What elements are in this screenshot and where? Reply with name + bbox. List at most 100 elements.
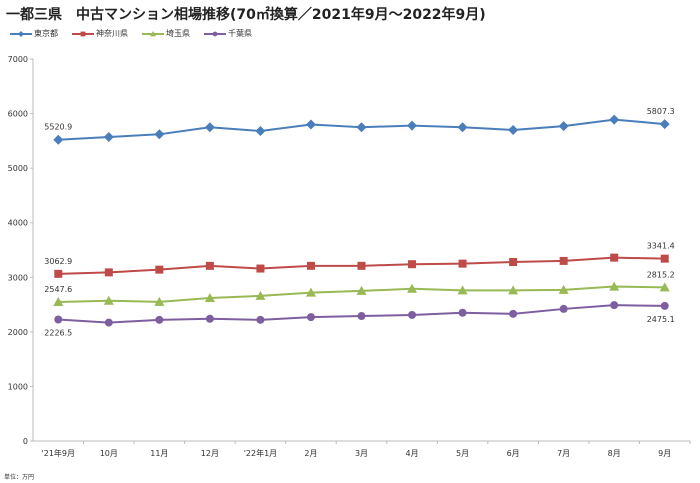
data-point <box>205 261 214 270</box>
data-point <box>255 126 266 137</box>
data-point <box>104 268 113 277</box>
data-point <box>305 119 316 130</box>
data-point <box>660 301 669 310</box>
data-point <box>559 304 568 313</box>
legend-item: 千葉県 <box>204 28 252 39</box>
data-point <box>54 315 63 324</box>
data-point <box>155 265 164 274</box>
y-tick-label: 1000 <box>8 382 28 391</box>
x-tick-label: 2月 <box>304 449 317 458</box>
legend-item: 東京都 <box>10 28 58 39</box>
data-point <box>508 285 519 295</box>
x-tick-label: 9月 <box>658 449 671 458</box>
legend-swatch <box>142 30 164 36</box>
data-point <box>356 122 367 133</box>
data-point <box>458 259 467 268</box>
data-label-first: 2226.5 <box>44 328 72 337</box>
data-point <box>509 309 518 318</box>
legend-swatch <box>204 31 226 36</box>
legend-swatch <box>10 30 32 37</box>
x-tick-label: 10月 <box>100 449 118 458</box>
data-point <box>155 315 164 324</box>
legend-label: 千葉県 <box>228 29 252 38</box>
x-tick-label: '21年9月 <box>42 448 75 458</box>
x-tick-label: 8月 <box>608 449 621 458</box>
data-point <box>357 312 366 321</box>
y-tick-label: 2000 <box>8 328 28 337</box>
data-point <box>357 261 366 270</box>
data-point <box>306 261 315 270</box>
chart-title: 一都三県 中古マンション相場推移(70㎡換算／2021年9月～2022年9月) <box>6 7 486 23</box>
data-point <box>103 132 114 143</box>
data-point <box>205 314 214 323</box>
x-tick-label: 3月 <box>355 449 368 458</box>
x-tick-label: 12月 <box>201 449 219 458</box>
data-point <box>54 269 63 278</box>
data-label-last: 3341.4 <box>647 242 675 251</box>
x-tick-label: '22年1月 <box>244 448 277 458</box>
data-point <box>457 285 468 295</box>
data-label-last: 2815.2 <box>647 270 675 279</box>
y-tick-label: 3000 <box>8 273 28 282</box>
data-point <box>305 287 316 297</box>
data-point <box>558 284 569 294</box>
data-point <box>509 258 518 267</box>
x-tick-label: 6月 <box>507 449 520 458</box>
legend: 東京都 神奈川県 埼玉県 千葉県 <box>10 28 252 39</box>
data-point <box>306 313 315 322</box>
data-point <box>457 122 468 133</box>
data-point <box>610 301 619 310</box>
data-point <box>609 114 620 125</box>
legend-label: 神奈川県 <box>96 29 128 38</box>
legend-marker <box>150 30 156 36</box>
data-point <box>659 282 670 292</box>
data-point <box>53 134 64 145</box>
data-point <box>204 122 215 133</box>
y-tick-label: 6000 <box>8 110 28 119</box>
data-point <box>660 254 669 263</box>
series-3: 2226.5 2475.1 <box>44 301 675 337</box>
x-tick-label: 7月 <box>557 449 570 458</box>
legend-marker <box>18 30 24 37</box>
data-point <box>558 121 569 132</box>
x-tick-label: 4月 <box>405 449 418 458</box>
series-1: 3062.9 3341.4 <box>44 242 675 278</box>
data-point <box>255 290 266 300</box>
y-tick-label: 5000 <box>8 164 28 173</box>
data-point <box>610 253 619 262</box>
data-point <box>356 285 367 295</box>
legend-swatch <box>72 31 94 36</box>
x-tick-label: 5月 <box>456 449 469 458</box>
data-point <box>559 256 568 265</box>
series-2: 2547.6 2815.2 <box>44 270 675 306</box>
data-point <box>154 296 165 306</box>
data-label-last: 2475.1 <box>647 315 675 324</box>
x-tick-label: 11月 <box>150 449 168 458</box>
data-point <box>204 293 215 303</box>
data-point <box>408 260 417 269</box>
data-point <box>408 310 417 319</box>
y-tick-label: 7000 <box>8 55 28 64</box>
data-point <box>154 129 165 140</box>
legend-item: 神奈川県 <box>72 28 128 39</box>
data-point <box>256 315 265 324</box>
data-label-first: 2547.6 <box>44 285 72 294</box>
data-label-first: 5520.9 <box>44 123 72 132</box>
data-label-last: 5807.3 <box>647 107 675 116</box>
data-point <box>103 295 114 305</box>
legend-label: 埼玉県 <box>166 29 190 38</box>
y-tick-label: 4000 <box>8 219 28 228</box>
data-point <box>407 283 418 293</box>
data-point <box>53 296 64 306</box>
data-point <box>256 264 265 273</box>
data-label-first: 3062.9 <box>44 257 72 266</box>
series-0: 5520.9 5807.3 <box>44 107 675 145</box>
data-point <box>104 318 113 327</box>
data-point <box>508 124 519 135</box>
data-point <box>659 119 670 130</box>
legend-label: 東京都 <box>34 29 58 38</box>
data-point <box>407 120 418 131</box>
legend-marker <box>80 31 86 36</box>
